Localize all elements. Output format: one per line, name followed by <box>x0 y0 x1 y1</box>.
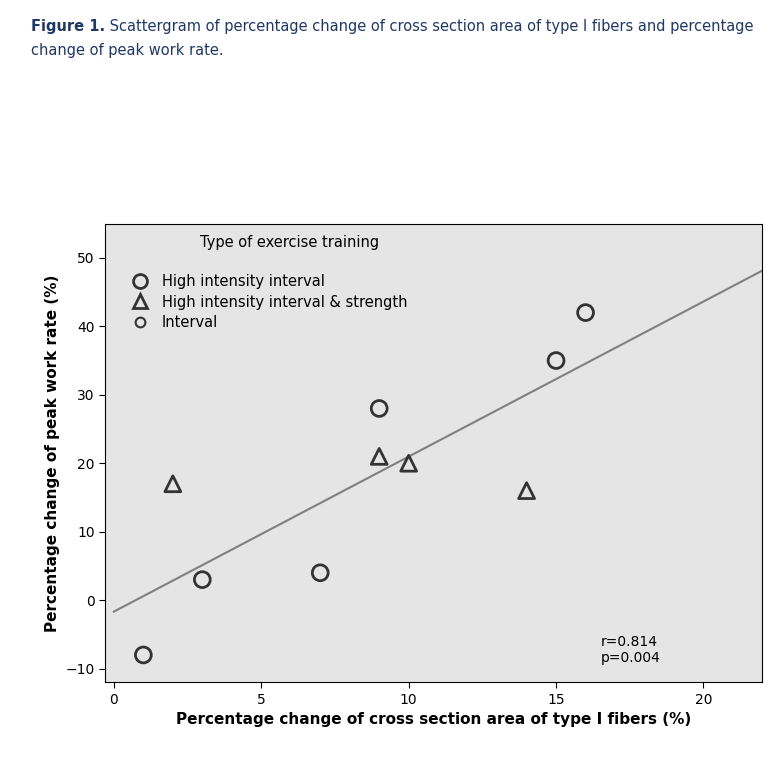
Point <box>402 457 415 470</box>
Text: Figure 1.: Figure 1. <box>31 19 105 33</box>
Point <box>520 484 533 497</box>
Point <box>314 567 327 579</box>
Point <box>550 355 562 367</box>
Y-axis label: Percentage change of peak work rate (%): Percentage change of peak work rate (%) <box>45 274 60 631</box>
X-axis label: Percentage change of cross section area of type I fibers (%): Percentage change of cross section area … <box>176 712 692 727</box>
Legend: High intensity interval, High intensity interval & strength, Interval: High intensity interval, High intensity … <box>125 274 408 330</box>
Point <box>580 306 592 318</box>
Point <box>373 402 385 415</box>
Point <box>166 477 179 490</box>
Point <box>137 648 149 661</box>
Point <box>373 450 385 463</box>
Text: Type of exercise training: Type of exercise training <box>199 235 379 250</box>
Text: Scattergram of percentage change of cross section area of type I fibers and perc: Scattergram of percentage change of cros… <box>105 19 754 33</box>
Point <box>196 574 209 586</box>
Text: change of peak work rate.: change of peak work rate. <box>31 43 224 58</box>
Text: r=0.814
p=0.004: r=0.814 p=0.004 <box>601 635 661 665</box>
